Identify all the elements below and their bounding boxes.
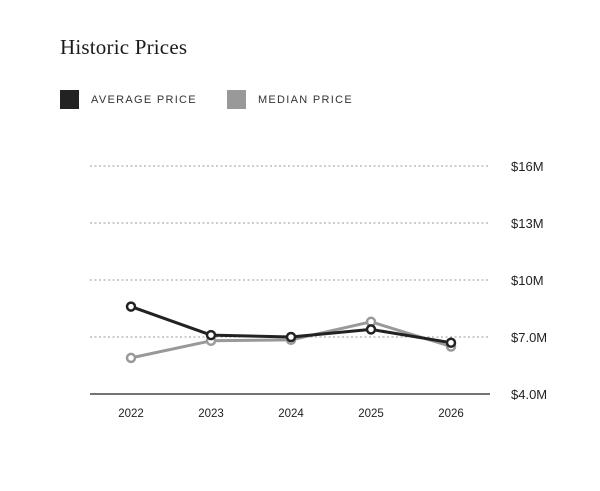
data-point-median-price [125,352,137,364]
legend-swatch-average-price [60,90,79,109]
y-tick-label: $4.0M [511,387,547,402]
data-point-average-price [205,329,217,341]
legend-item-median-price: MEDIAN PRICE [226,90,354,109]
x-tick-label: 2022 [118,408,144,420]
x-tick-label: 2025 [358,408,384,420]
x-tick-label: 2026 [438,408,464,420]
data-point-average-price [125,301,137,312]
legend-swatch-median-price [226,90,246,109]
data-point-average-price [445,337,457,348]
chart-title: Historic Prices [60,35,188,59]
y-tick-label: $10M [511,273,544,288]
y-tick-label: $13M [511,216,544,231]
x-tick-label: 2023 [198,408,224,420]
data-point-average-price [365,324,377,335]
data-point-average-price [285,331,297,343]
legend-label-median-price: MEDIAN PRICE [257,93,354,106]
chart-legend: AVERAGE PRICE MEDIAN PRICE [60,90,383,109]
x-tick-label: 2024 [278,408,304,420]
y-tick-label: $7.0M [511,330,547,345]
legend-label-average-price: AVERAGE PRICE [91,93,197,106]
y-tick-label: $16M [511,159,544,174]
legend-item-average-price: AVERAGE PRICE [60,90,197,109]
